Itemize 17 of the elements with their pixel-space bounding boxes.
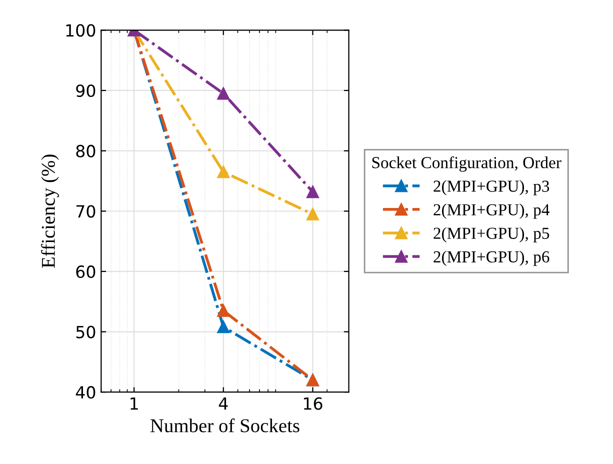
legend-title: Socket Configuration, Order xyxy=(372,156,562,172)
x-axis-title: Number of Sockets xyxy=(150,418,300,432)
y-tick-label: 50 xyxy=(76,326,96,338)
y-tick-label: 100 xyxy=(66,24,96,37)
y-tick-label: 60 xyxy=(76,265,96,278)
legend-label: 2(MPI+GPU), p4 xyxy=(434,204,550,219)
y-tick-label: 80 xyxy=(76,144,96,158)
y-tick-label: 70 xyxy=(76,205,96,218)
y-axis-title: Efficiency (%) xyxy=(41,154,59,268)
legend-label: 2(MPI+GPU), p6 xyxy=(434,250,550,266)
x-tick-label: 1 xyxy=(130,397,138,410)
y-tick-label: 90 xyxy=(76,84,96,98)
y-tick-label: 40 xyxy=(76,386,96,399)
x-tick-label: 16 xyxy=(304,397,322,410)
legend-label: 2(MPI+GPU), p3 xyxy=(434,180,550,196)
x-tick-label: 4 xyxy=(218,397,228,410)
legend-label: 2(MPI+GPU), p5 xyxy=(434,227,550,242)
